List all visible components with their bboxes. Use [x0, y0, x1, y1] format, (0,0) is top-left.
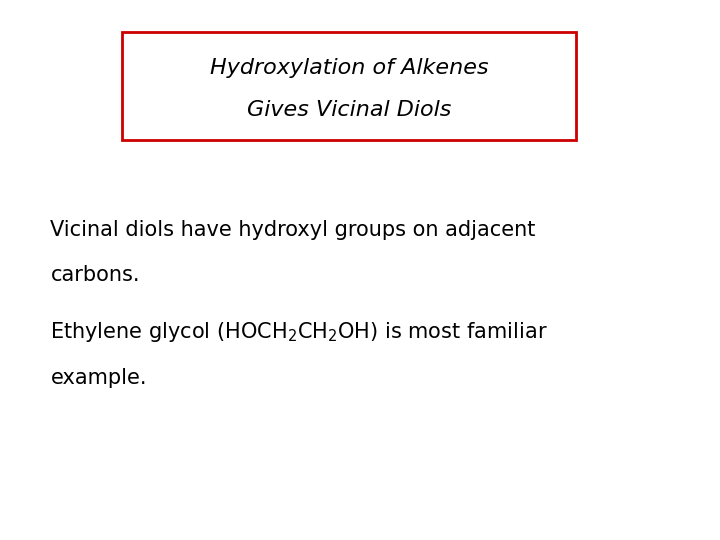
FancyBboxPatch shape	[122, 32, 576, 140]
Text: Gives Vicinal Diols: Gives Vicinal Diols	[247, 100, 451, 120]
Text: Hydroxylation of Alkenes: Hydroxylation of Alkenes	[210, 58, 488, 78]
Text: carbons.: carbons.	[50, 265, 140, 286]
Text: Vicinal diols have hydroxyl groups on adjacent: Vicinal diols have hydroxyl groups on ad…	[50, 219, 536, 240]
Text: Ethylene glycol (HOCH$_2$CH$_2$OH) is most familiar: Ethylene glycol (HOCH$_2$CH$_2$OH) is mo…	[50, 320, 548, 344]
Text: example.: example.	[50, 368, 147, 388]
